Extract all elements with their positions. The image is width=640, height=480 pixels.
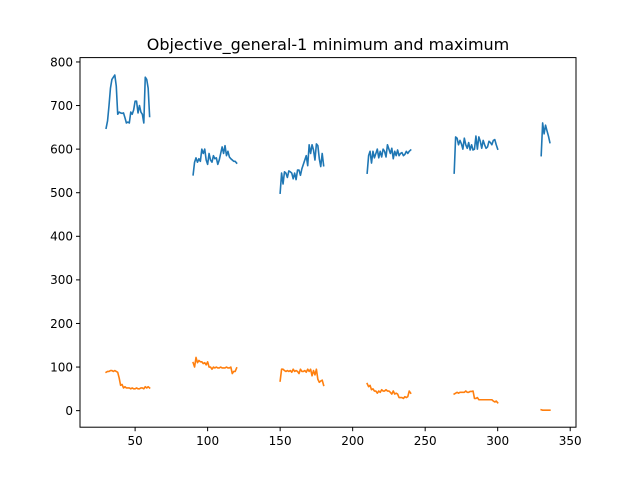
- series-1-line-segment-1: [105, 74, 151, 130]
- x-tick-label: 300: [486, 434, 509, 448]
- x-tick-label: 350: [559, 434, 582, 448]
- x-tick-label: 100: [196, 434, 219, 448]
- y-tick-label: 400: [50, 230, 73, 244]
- series-1-line-segment-3: [279, 143, 325, 195]
- x-tick-label: 200: [341, 434, 364, 448]
- series-1-line-segment-6: [540, 122, 551, 157]
- x-tick-label: 250: [414, 434, 437, 448]
- y-tick-label: 600: [50, 142, 73, 156]
- series-2-line-segment-2: [192, 356, 238, 375]
- y-tick-label: 300: [50, 273, 73, 287]
- y-tick-label: 500: [50, 186, 73, 200]
- plot-area: 50 100 150 200 250 300 350 0 100 200 300 400 500 600 7…: [50, 55, 582, 448]
- chart-title: Objective_general-1 minimum and maximum: [147, 35, 510, 55]
- y-tick-label: 800: [50, 55, 73, 69]
- series-2-line-segment-1: [105, 369, 151, 390]
- x-tick-label: 50: [127, 434, 142, 448]
- y-tick-label: 0: [65, 404, 73, 418]
- series-1-line-segment-2: [192, 144, 238, 176]
- x-tick-label: 150: [269, 434, 292, 448]
- series-1-line-segment-4: [366, 143, 412, 174]
- series-2-line-segment-5: [453, 390, 499, 404]
- axes-frame: [79, 57, 577, 428]
- y-tick-label: 700: [50, 99, 73, 113]
- y-tick-label: 200: [50, 317, 73, 331]
- series-1-line-segment-5: [453, 135, 499, 174]
- series-2-line-segment-3: [279, 368, 325, 387]
- series-2-line-segment-4: [366, 382, 412, 400]
- y-tick-label: 100: [50, 360, 73, 374]
